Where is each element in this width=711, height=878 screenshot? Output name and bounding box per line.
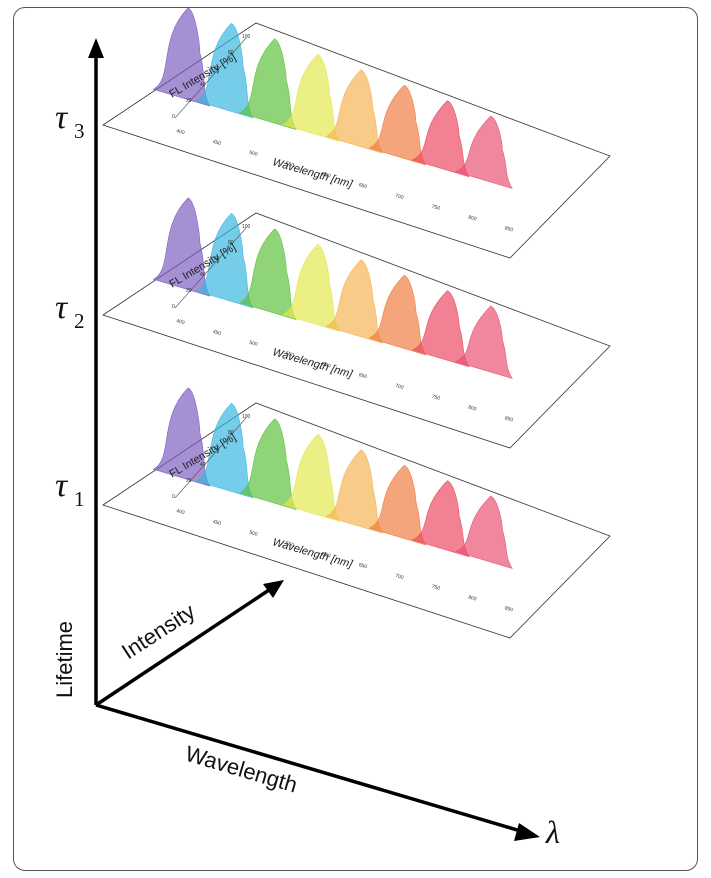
tau-1-x-tick-label: 500 xyxy=(248,530,258,538)
tau-2-x-tick-label: 600 xyxy=(321,361,331,369)
tau-1-symbol: τ xyxy=(55,467,69,504)
tau-1-subscript: 1 xyxy=(74,487,85,511)
tau-2-x-tick-label: 800 xyxy=(467,405,477,413)
tau-3-symbol: τ xyxy=(55,99,69,136)
tau-1-x-tick-label: 850 xyxy=(504,605,514,613)
tau-3-panel: 0 20 40 60 80 100 400 450 500 550 600 650 700 750 800 8… xyxy=(102,7,611,259)
tau-3-spectrum-1 xyxy=(152,7,211,107)
tau-1-y-tick-label: 20 xyxy=(186,478,192,484)
tau-2-spectrum-3 xyxy=(238,228,297,321)
tau-1-y-tick-label: 80 xyxy=(228,430,234,436)
tau-3-spectrum-4 xyxy=(282,53,340,142)
tau-1-spectrum-8 xyxy=(454,495,513,570)
tau-3-x-tick-label: 800 xyxy=(467,215,477,223)
tau-2-x-tick-label: 400 xyxy=(175,318,185,326)
tau-3-spectrum-7 xyxy=(411,100,470,178)
tau-1-y-axis-line xyxy=(174,417,247,499)
tau-2-y-tick-label: 40 xyxy=(200,272,206,278)
tau-3-y-tick-label: 0 xyxy=(172,114,175,120)
tau-1-y-tick-label: 100 xyxy=(242,414,251,420)
tau-2-spectrum-6 xyxy=(368,274,427,356)
tau-3-y-tick-label: 40 xyxy=(200,82,206,88)
tau-2-panel: 0 20 40 60 80 100 400 450 500 550 600 650 700 750 800 8… xyxy=(102,197,611,449)
tau-2-x-tick-label: 750 xyxy=(431,394,441,402)
intensity-arrowhead xyxy=(263,580,284,598)
tau-1-y-tick-label: 40 xyxy=(200,462,206,468)
figure-frame xyxy=(13,7,698,871)
tau-2-x-tick-label: 450 xyxy=(212,329,222,337)
tau-1-spectrum-7 xyxy=(411,480,470,558)
tau-1-x-tick-label: 400 xyxy=(175,508,185,516)
tau-1-y-tick-label: 60 xyxy=(214,446,220,452)
tau-3-spectrum-2 xyxy=(195,22,254,119)
tau-1-x-tick-label: 450 xyxy=(212,519,222,527)
tau-3-x-tick-label: 600 xyxy=(321,171,331,179)
tau-3-y-axis-line xyxy=(174,37,247,119)
tau-3-spectrum-3 xyxy=(238,38,297,131)
lambda-symbol: λ xyxy=(545,814,560,850)
tau-3-x-tick-label: 850 xyxy=(504,225,514,233)
tau-1-x-tick-label: 800 xyxy=(467,595,477,603)
tau-1-spectrum-4 xyxy=(282,433,340,522)
tau-3-spectrum-6 xyxy=(368,84,427,166)
tau-3-x-tick-label: 700 xyxy=(394,193,404,201)
tau-1-x-tick-label: 750 xyxy=(431,584,441,592)
tau-3-y-tick-label: 80 xyxy=(228,50,234,56)
tau-1-x-tick-label: 700 xyxy=(394,573,404,581)
tau-3-x-tick-label: 550 xyxy=(285,161,295,169)
tau-1-x-tick-label: 550 xyxy=(285,541,295,549)
tau-1-spectrum-5 xyxy=(325,449,384,534)
tau-1-panel: 0 20 40 60 80 100 400 450 500 550 600 650 700 750 800 8… xyxy=(102,387,611,639)
tau-2-spectrum-1 xyxy=(152,197,211,297)
tau-3-spectrum-8 xyxy=(454,115,513,190)
tau-3-x-tick-label: 400 xyxy=(175,128,185,136)
tau-1-x-tick-label: 650 xyxy=(358,562,368,570)
tau-2-spectrum-4 xyxy=(282,243,340,332)
wavelength-axis xyxy=(95,703,525,834)
tau-3-label: τ 3 xyxy=(55,99,85,143)
intensity-axis xyxy=(95,586,273,707)
tau-2-y-tick-label: 20 xyxy=(186,288,192,294)
tau-3-x-tick-label: 450 xyxy=(212,139,222,147)
tau-2-x-tick-label: 650 xyxy=(358,372,368,380)
tau-3-y-tick-label: 60 xyxy=(214,66,220,72)
tau-2-symbol: τ xyxy=(55,289,69,326)
tau-3-x-tick-label: 650 xyxy=(358,182,368,190)
tau-2-spectrum-8 xyxy=(454,305,513,380)
tau-2-spectrum-5 xyxy=(325,259,384,344)
tau-2-x-tick-label: 500 xyxy=(248,340,258,348)
tau-1-x-tick-label: 600 xyxy=(321,551,331,559)
tau-2-label: τ 2 xyxy=(55,289,85,333)
tau-2-subscript: 2 xyxy=(74,309,85,333)
lifetime-arrowhead xyxy=(88,38,104,58)
wavelength-arrowhead xyxy=(514,823,540,841)
tau-2-y-tick-label: 80 xyxy=(228,240,234,246)
spectra-panels: 0204060801004004505005506006507007508008… xyxy=(102,7,611,639)
tau-1-spectrum-1 xyxy=(152,387,211,487)
tau-1-spectrum-6 xyxy=(368,464,427,546)
tau-2-y-tick-label: 0 xyxy=(172,304,175,310)
tau-1-y-tick-label: 0 xyxy=(172,494,175,500)
tau-1-spectrum-2 xyxy=(195,402,254,499)
tau-2-y-tick-label: 60 xyxy=(214,256,220,262)
tau-2-spectrum-2 xyxy=(195,212,254,309)
lifetime-label: Lifetime xyxy=(52,621,77,698)
tau-3-y-tick-label: 100 xyxy=(242,34,251,40)
tau-2-y-tick-label: 100 xyxy=(242,224,251,230)
tau-1-label: τ 1 xyxy=(55,467,85,511)
tau-1-spectrum-3 xyxy=(238,418,297,511)
tau-2-y-axis-line xyxy=(174,227,247,309)
tau-2-x-tick-label: 700 xyxy=(394,383,404,391)
tau-2-spectrum-7 xyxy=(411,290,470,368)
tau-3-subscript: 3 xyxy=(74,119,85,143)
tau-2-x-tick-label: 850 xyxy=(504,415,514,423)
tau-3-x-tick-label: 500 xyxy=(248,150,258,158)
tau-2-x-tick-label: 550 xyxy=(285,351,295,359)
tau-3-y-tick-label: 20 xyxy=(186,98,192,104)
tau-3-spectrum-5 xyxy=(325,69,384,154)
tau-3-x-tick-label: 750 xyxy=(431,204,441,212)
intensity-label: Intensity xyxy=(117,599,199,665)
